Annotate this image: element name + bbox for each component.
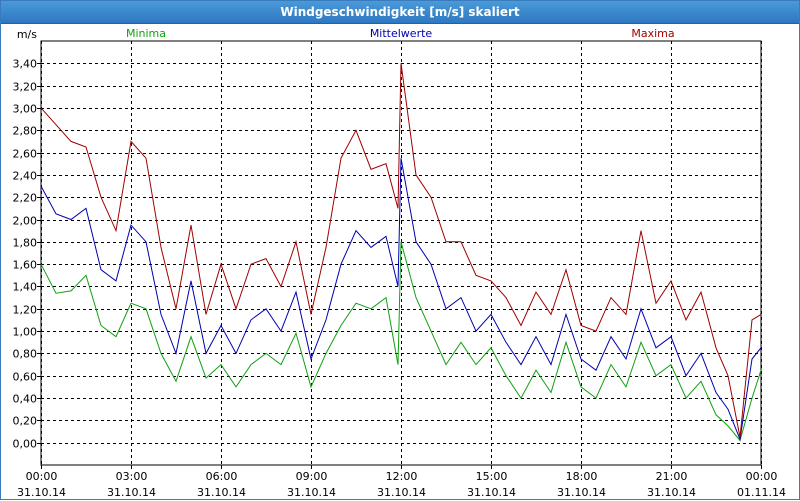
series-line-minima <box>40 241 762 442</box>
x-tick-time-label: 21:00 <box>656 470 688 483</box>
x-tick-time-label: 06:00 <box>206 470 238 483</box>
x-tick-date-label: 01.11.14 <box>737 486 786 499</box>
x-tick-date-label: 31.10.14 <box>17 486 66 499</box>
y-tick-label: 2,40 <box>13 170 38 183</box>
x-tick-date-label: 31.10.14 <box>377 486 426 499</box>
x-tick-time-label: 00:00 <box>746 470 778 483</box>
x-tick-time-label: 18:00 <box>566 470 598 483</box>
y-tick-label: 2,60 <box>13 148 38 161</box>
x-tick-date-label: 31.10.14 <box>287 486 336 499</box>
x-tick-date-label: 31.10.14 <box>467 486 516 499</box>
x-tick-date-label: 31.10.14 <box>107 486 156 499</box>
y-tick-label: 2,20 <box>13 192 38 205</box>
y-tick-label: 3,20 <box>13 81 38 94</box>
legend-mittelwerte: Mittelwerte <box>370 27 433 40</box>
y-tick-label: 1,60 <box>13 259 38 272</box>
x-tick-time-label: 09:00 <box>296 470 328 483</box>
y-tick-label: 0,60 <box>13 371 38 384</box>
x-tick-date-label: 31.10.14 <box>557 486 606 499</box>
series-line-mittelwerte <box>40 158 762 442</box>
y-tick-label: 1,80 <box>13 237 38 250</box>
y-tick-label: 0,20 <box>13 415 38 428</box>
y-tick-label: 1,20 <box>13 304 38 317</box>
y-axis-unit: m/s <box>17 28 37 41</box>
y-tick-label: 0,40 <box>13 393 38 406</box>
x-tick-time-label: 03:00 <box>116 470 148 483</box>
y-tick-label: 3,00 <box>13 103 38 116</box>
y-tick-label: 1,40 <box>13 281 38 294</box>
x-tick-date-label: 31.10.14 <box>197 486 246 499</box>
series-line-maxima <box>40 63 762 438</box>
legend-maxima: Maxima <box>631 27 674 40</box>
y-tick-label: 3,40 <box>13 58 38 71</box>
y-tick-label: 2,80 <box>13 125 38 138</box>
x-tick-date-label: 31.10.14 <box>647 486 696 499</box>
y-tick-label: 0,80 <box>13 348 38 361</box>
y-tick-label: 2,00 <box>13 215 38 228</box>
x-tick-time-label: 12:00 <box>386 470 418 483</box>
x-tick-time-label: 15:00 <box>476 470 508 483</box>
y-tick-label: 0,00 <box>13 438 38 451</box>
legend-minima: Minima <box>126 27 166 40</box>
y-tick-label: 1,00 <box>13 326 38 339</box>
window-title: Windgeschwindigkeit [m/s] skaliert <box>1 1 799 24</box>
x-tick-time-label: 00:00 <box>26 470 58 483</box>
